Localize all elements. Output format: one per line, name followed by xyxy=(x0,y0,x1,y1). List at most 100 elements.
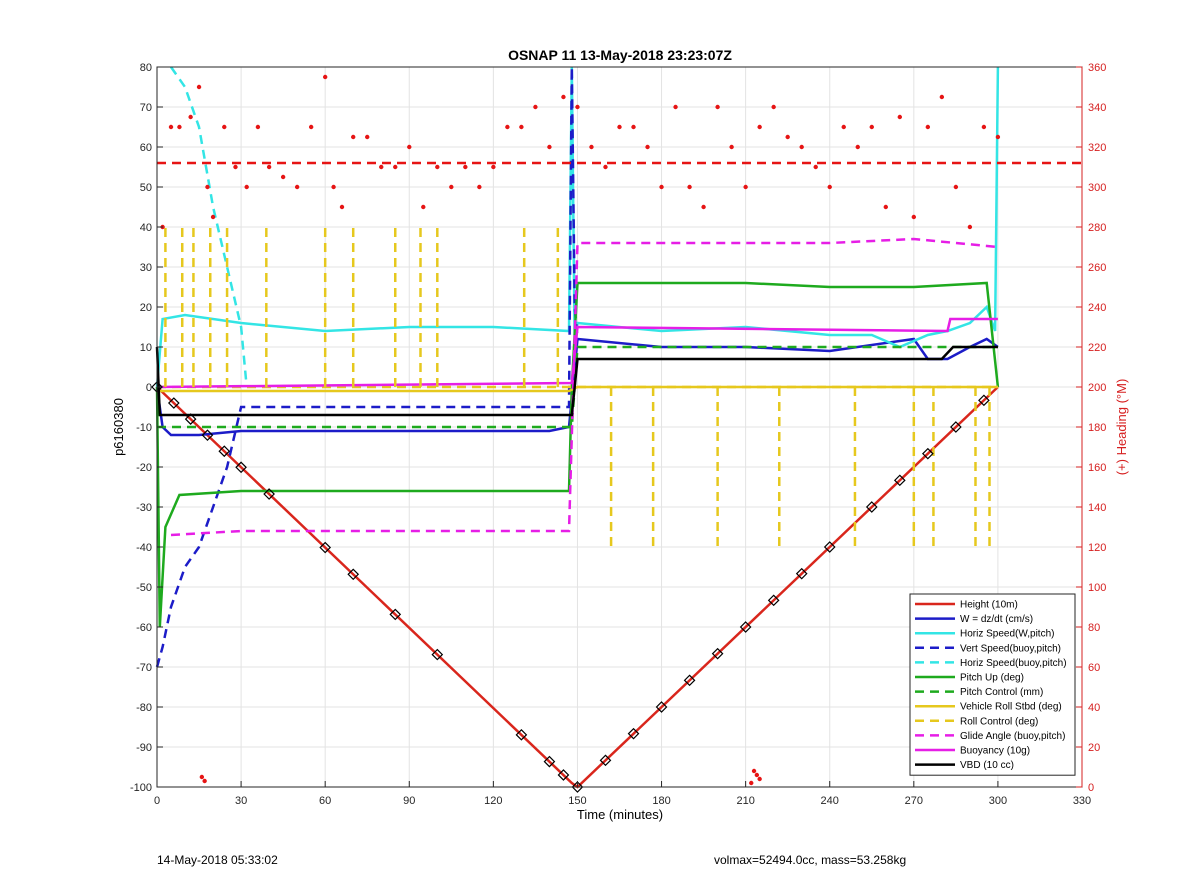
y-tick-label: 0 xyxy=(146,382,152,394)
heading-point xyxy=(308,124,314,130)
y2-tick-label: 80 xyxy=(1088,622,1100,634)
heading-point xyxy=(631,124,636,130)
height-marker xyxy=(201,429,214,442)
heading-point xyxy=(491,164,496,170)
heading-point xyxy=(981,124,987,130)
x-tick-label: 30 xyxy=(235,795,247,807)
footer-timestamp: 14-May-2018 05:33:02 xyxy=(157,853,278,867)
heading-point xyxy=(199,774,205,780)
y2-tick-label: 100 xyxy=(1088,582,1106,594)
heading-point xyxy=(827,184,832,190)
heading-point xyxy=(603,164,608,170)
height-marker xyxy=(543,755,556,768)
heading-point xyxy=(883,204,888,210)
y2-tick-label: 140 xyxy=(1088,502,1106,514)
heading-point xyxy=(754,772,760,778)
x-tick-label: 300 xyxy=(989,795,1007,807)
series-line xyxy=(155,345,998,417)
heading-point xyxy=(463,164,468,170)
heading-point xyxy=(294,184,300,190)
y-axis-label: p6160380 xyxy=(111,398,126,456)
x-tick-label: 90 xyxy=(403,795,415,807)
height-marker xyxy=(431,648,444,661)
height-marker xyxy=(557,769,570,781)
axes: 0 30 60 90 120 150 180 210 240 270 300 330-100-90-8… xyxy=(130,62,1106,807)
heading-point xyxy=(519,124,524,130)
y2-tick-label: 240 xyxy=(1088,302,1106,314)
legend-label: Pitch Up (deg) xyxy=(960,673,1024,684)
heading-point xyxy=(673,104,678,110)
heading-point xyxy=(233,164,238,170)
height-marker xyxy=(571,781,584,793)
y2-tick-label: 20 xyxy=(1088,742,1100,754)
y2-tick-label: 60 xyxy=(1088,662,1100,674)
y-tick-label: 20 xyxy=(140,302,152,314)
heading-point xyxy=(188,114,193,120)
x-tick-label: 120 xyxy=(484,795,502,807)
x-tick-label: 60 xyxy=(319,795,331,807)
heading-point xyxy=(421,204,426,210)
heading-point xyxy=(729,144,734,150)
x-tick-label: 330 xyxy=(1073,795,1091,807)
heading-point xyxy=(331,184,336,190)
height-marker xyxy=(184,413,197,425)
heading-point xyxy=(799,144,804,150)
height-marker xyxy=(795,567,808,580)
heading-point xyxy=(244,184,249,190)
legend-label: Vehicle Roll Stbd (deg) xyxy=(960,702,1062,713)
heading-point xyxy=(659,184,664,190)
height-marker xyxy=(389,608,402,621)
heading-point xyxy=(687,184,692,190)
x-tick-label: 270 xyxy=(905,795,923,807)
x-tick-label: 180 xyxy=(652,795,670,807)
heading-point xyxy=(813,164,818,170)
legend-label: Vert Speed(buoy,pitch) xyxy=(960,643,1061,654)
legend-label: Horiz Speed(W,pitch) xyxy=(960,629,1054,640)
x-tick-label: 210 xyxy=(736,795,754,807)
legend-label: Buoyancy (10g) xyxy=(960,746,1030,757)
y-tick-label: 10 xyxy=(140,342,152,354)
chart-title: OSNAP 11 13-May-2018 23:23:07Z xyxy=(508,47,732,63)
y-tick-label: -90 xyxy=(136,742,152,754)
heading-point xyxy=(202,778,207,784)
heading-point xyxy=(911,214,917,220)
heading-point xyxy=(645,144,650,150)
height-marker xyxy=(599,754,612,767)
x-tick-label: 150 xyxy=(568,795,586,807)
heading-point xyxy=(393,164,398,170)
y2-tick-label: 360 xyxy=(1088,62,1106,74)
height-marker xyxy=(683,674,696,687)
legend-label: W = dz/dt (cm/s) xyxy=(960,614,1033,625)
heading-point xyxy=(841,124,846,130)
y2-tick-label: 160 xyxy=(1088,462,1106,474)
y-tick-label: 40 xyxy=(140,222,152,234)
heading-point xyxy=(925,124,931,130)
series-line xyxy=(169,66,248,388)
height-marker xyxy=(865,501,878,513)
y2-axis-label: (+) Heading (°M) xyxy=(1114,379,1129,476)
heading-point xyxy=(749,780,754,786)
y-tick-label: -40 xyxy=(136,542,152,554)
y-tick-label: 80 xyxy=(140,62,152,74)
height-marker xyxy=(893,474,906,487)
y-tick-label: 70 xyxy=(140,102,152,114)
y2-tick-label: 180 xyxy=(1088,422,1106,434)
height-marker xyxy=(167,397,180,409)
y2-tick-label: 300 xyxy=(1088,182,1106,194)
y-tick-label: -10 xyxy=(136,422,152,434)
y-tick-label: -80 xyxy=(136,702,152,714)
heading-point xyxy=(322,74,328,80)
heading-point xyxy=(751,768,757,774)
series-line xyxy=(170,237,999,537)
height-marker xyxy=(921,447,934,460)
y2-tick-label: 200 xyxy=(1088,382,1106,394)
height-marker xyxy=(515,728,528,741)
legend-label: VBD (10 cc) xyxy=(960,760,1014,771)
y2-tick-label: 120 xyxy=(1088,542,1106,554)
heading-point xyxy=(715,104,720,110)
heading-point xyxy=(589,144,594,150)
y-tick-label: -100 xyxy=(130,782,152,794)
series-layer xyxy=(151,66,1082,793)
y-tick-label: -70 xyxy=(136,662,152,674)
y2-tick-label: 0 xyxy=(1088,782,1094,794)
